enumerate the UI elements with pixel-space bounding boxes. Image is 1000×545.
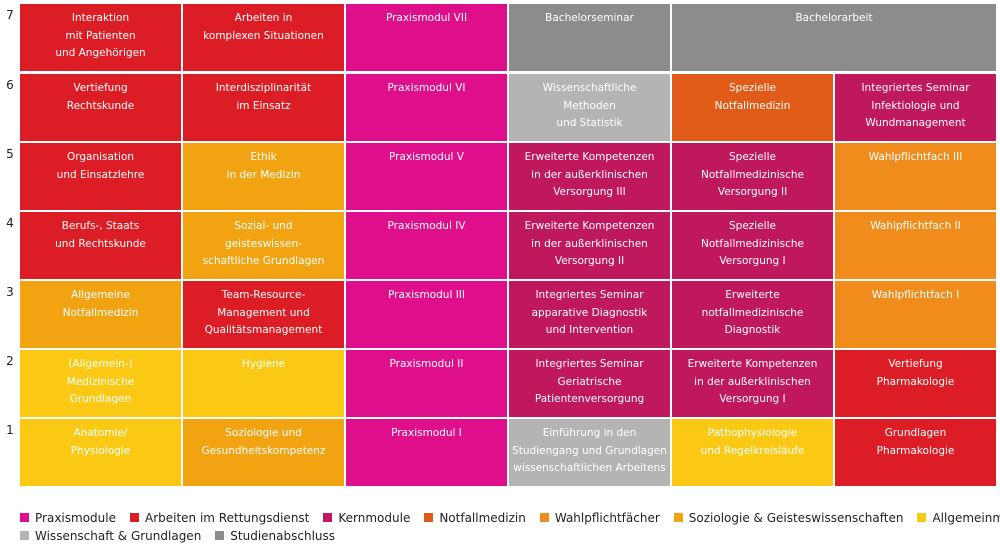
module-cell: Team-Resource- Management und Qualitätsm… [183,281,344,348]
legend-item: Notfallmedizin [424,511,526,525]
module-cell: Spezielle Notfallmedizinische Versorgung… [672,212,833,279]
module-cell: Wahlpflichtfach II [835,212,996,279]
module-cell: Interaktion mit Patienten und Angehörige… [20,4,181,71]
legend-label: Studienabschluss [230,528,336,543]
legend-label: Soziologie & Geisteswissenschaften [688,510,904,525]
legend-label: Praxismodule [35,510,116,525]
module-cell: Praxismodul VI [346,74,507,141]
semester-label: 1 [6,423,14,437]
legend-item: Studienabschluss [215,529,335,543]
module-cell: Vertiefung Pharmakologie [835,350,996,417]
module-cell: Bachelorarbeit [672,4,996,71]
module-cell: Berufs-, Staats und Rechtskunde [20,212,181,279]
legend-item: Soziologie & Geisteswissenschaften [673,510,904,525]
legend-item: Wahlpflichtfächer [539,510,660,525]
legend-label: Wissenschaft & Grundlagen [35,528,202,543]
legend-item: Kernmodule [323,511,410,525]
module-cell: Praxismodul II [346,350,507,417]
legend-item: Arbeiten im Rettungsdienst [129,510,310,525]
module-cell: Vertiefung Rechtskunde [20,74,181,141]
module-cell: Bachelorseminar [509,4,670,71]
legend-swatch [20,531,29,540]
legend-item: Praxismodule [20,511,116,525]
module-cell: Integriertes Seminar Geriatrische Patien… [509,350,670,417]
semester-label: 5 [6,147,14,161]
module-cell: Grundlagen Pharmakologie [835,419,996,486]
module-cell: Interdisziplinarität im Einsatz [183,74,344,141]
semester-label: 2 [6,354,14,368]
module-cell: Pathophysiologie und Regelkreisläufe [672,419,833,486]
module-cell: Allgemeine Notfallmedizin [20,281,181,348]
module-cell: Arbeiten in komplexen Situationen [183,4,344,71]
legend-swatch [539,513,549,522]
semester-label: 3 [6,285,14,299]
legend: Praxismodule Arbeiten im Rettungsdienst Ke… [20,509,1000,545]
module-cell: Integriertes Seminar Infektiologie und W… [835,74,996,141]
module-cell: Sozial- und geisteswissen- schaftliche G… [183,212,344,279]
legend-swatch [215,531,225,540]
module-cell: Praxismodul I [346,419,507,486]
module-cell: Organisation und Einsatzlehre [20,143,181,210]
legend-line: Praxismodule Arbeiten im Rettungsdienst Ke… [20,509,1000,526]
module-cell: Praxismodul III [346,281,507,348]
module-cell: Anatomie/ Physiologie [20,419,181,486]
legend-label: Notfallmedizin [439,510,526,525]
legend-label: Kernmodule [338,510,411,525]
module-cell: Einführung in den Studiengang und Grundl… [509,419,670,486]
legend-label: Allgemeinmedizin [932,510,1000,525]
module-cell: Erweiterte Kompetenzen in der außerklini… [509,212,670,279]
module-cell: Wahlpflichtfach III [835,143,996,210]
module-cell: Integriertes Seminar apparative Diagnost… [509,281,670,348]
module-cell: Ethik in der Medizin [183,143,344,210]
legend-swatch [424,513,434,522]
semester-label: 4 [6,216,14,230]
legend-swatch [917,513,927,522]
legend-line: Wissenschaft & Grundlagen Studienabschlus… [20,527,995,544]
legend-swatch [673,513,683,522]
module-cell: Wissenschaftliche Methoden und Statistik [509,74,670,141]
module-cell: (Allgemein-) Medizinische Grundlagen [20,350,181,417]
module-cell: Praxismodul IV [346,212,507,279]
module-cell: Wahlpflichtfach I [835,281,996,348]
curriculum-grid: 7 Interaktion mit Patienten und Angehörig… [6,4,996,486]
legend-swatch [129,513,139,522]
legend-swatch [323,513,333,522]
module-cell: Spezielle Notfallmedizin [672,74,833,141]
module-cell: Erweiterte Kompetenzen in der außerklini… [672,350,833,417]
semester-label: 7 [6,8,14,22]
legend-item: Allgemeinmedizin [917,511,1000,525]
legend-label: Wahlpflichtfächer [554,510,660,525]
module-cell: Erweiterte Kompetenzen in der außerklini… [509,143,670,210]
semester-label: 6 [6,78,14,92]
module-cell: Erweiterte notfallmedizinische Diagnosti… [672,281,833,348]
legend-item: Wissenschaft & Grundlagen [20,529,201,543]
module-cell: Spezielle Notfallmedizinische Versorgung… [672,143,833,210]
module-cell: Hygiene [183,350,344,417]
module-cell: Praxismodul VII [346,4,507,71]
module-cell: Praxismodul V [346,143,507,210]
legend-swatch [20,513,29,522]
module-cell: Soziologie und Gesundheitskompetenz [183,419,344,486]
legend-label: Arbeiten im Rettungsdienst [144,510,310,525]
